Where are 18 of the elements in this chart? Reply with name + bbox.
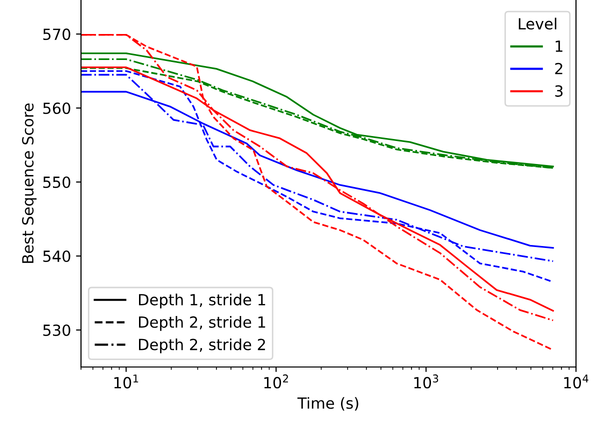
annotation: Depth 2, stride 2 xyxy=(139,338,265,354)
y-tick-label: 550 xyxy=(43,176,70,188)
x-axis-title: Time (s) xyxy=(297,397,358,411)
annotation: Depth 1, stride 1 xyxy=(139,294,266,308)
x-tick-label: 10$^{2}$ xyxy=(264,374,288,388)
y-tick-label: 530 xyxy=(43,324,70,336)
legend-label: 1 xyxy=(556,40,562,52)
x-tick-label: 10$^{1}$ xyxy=(114,374,138,388)
annotation: Depth 2, stride 1 xyxy=(139,316,266,331)
y-axis-title: Best Sequence Score xyxy=(22,103,37,263)
y-tick-label: 570 xyxy=(43,28,70,40)
x-tick-label: 10$^{4}$ xyxy=(564,374,588,388)
legend-title: Level xyxy=(518,18,556,30)
y-tick-label: 540 xyxy=(43,250,70,262)
x-tick-label: 10$^{3}$ xyxy=(414,374,438,388)
y-tick-label: 560 xyxy=(43,102,70,114)
legend-label: 2 xyxy=(555,62,562,74)
legend-label: 3 xyxy=(555,85,563,97)
